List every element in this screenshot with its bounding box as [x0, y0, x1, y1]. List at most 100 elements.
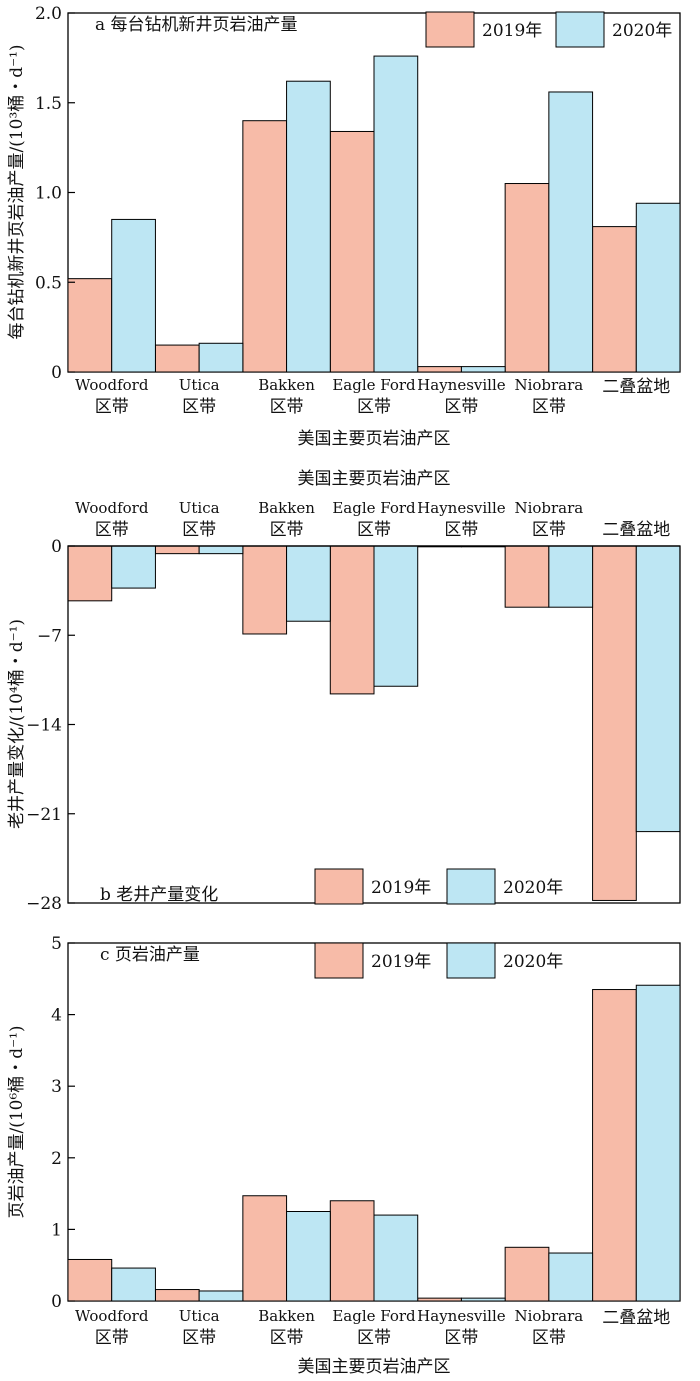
panel-a-category-label-4: Haynesville	[417, 376, 506, 394]
panel-a-bar-2019-2	[242, 120, 288, 373]
panel-a-bar-2019-3	[329, 130, 375, 373]
panel-c-legend: 2019年 2020年	[314, 942, 563, 979]
panel-c-y-tick-label-1: 1	[51, 1220, 62, 1240]
panel-c-legend-swatch-2019	[314, 942, 364, 979]
panel-a-y-tick-label-1: 0.5	[35, 273, 62, 293]
panel-b-bar-2020-5	[548, 545, 594, 608]
panel-a-category-sublabel-5: 区带	[532, 397, 566, 417]
panel-b-legend: 2019年 2020年	[314, 868, 563, 905]
panel-b-category-label-4: Haynesville	[417, 499, 506, 517]
panel-c-y-tick-label-5: 5	[51, 934, 62, 954]
panel-b-y-tick-label-3: −21	[26, 805, 62, 825]
panel-c-bar-2020-6	[635, 984, 681, 1302]
panel-a-category-label-1: Utica	[179, 376, 220, 394]
panel-c-category-sublabel-3: 区带	[357, 1328, 391, 1348]
panel-c-title: c 页岩油产量	[100, 945, 200, 965]
panel-a-bar-2019-0	[67, 278, 113, 373]
panel-a-category-labels: Woodford 区带 Utica 区带 Bakken 区带 Eagle Ford 区带 Hay…	[75, 376, 670, 417]
panel-a-y-tick-label-3: 1.5	[35, 94, 62, 114]
panel-b-category-sublabel-0: 区带	[95, 520, 129, 540]
panel-c-category-label-0: Woodford	[75, 1307, 149, 1325]
panel-c-legend-label-2020: 2020年	[503, 952, 563, 972]
panel-a-y-ticks: 0 0.5 1.0 1.5 2.0	[35, 4, 75, 383]
panel-b-y-tick-label-1: −7	[37, 626, 62, 646]
panel-b-title: b 老井产量变化	[100, 885, 218, 905]
panel-a-bar-2020-2	[286, 80, 331, 373]
panel-c-bar-2019-2	[242, 1195, 288, 1302]
panel-c-bar-2020-1	[198, 1290, 244, 1302]
panel-b-bar-2019-2	[242, 545, 288, 635]
panel-a-legend-swatch-2019	[425, 11, 475, 48]
panel-b-category-sublabel-1: 区带	[182, 520, 216, 540]
panel-c-category-labels: Woodford 区带 Utica 区带 Bakken 区带 Eagle Ford 区带 Hay…	[75, 1307, 670, 1348]
panel-c-bar-2019-5	[504, 1246, 550, 1302]
panel-c-category-label-2: Bakken	[258, 1307, 315, 1325]
panel-c-category-label-3: Eagle Ford	[332, 1307, 416, 1325]
panel-a-bar-2019-4	[417, 366, 462, 373]
panel-b-category-sublabel-5: 区带	[532, 520, 566, 540]
panel-c-x-axis-label: 美国主要页岩油产区	[298, 1357, 451, 1377]
panel-b-y-tick-label-4: −28	[26, 894, 62, 914]
panel-b-y-tick-label-2: −14	[26, 716, 62, 736]
panel-b-category-label-1: Utica	[179, 499, 220, 517]
panel-b-category-sublabel-4: 区带	[444, 520, 478, 540]
panel-a-category-sublabel-2: 区带	[270, 397, 304, 417]
panel-b-bar-2019-6	[592, 545, 637, 901]
panel-b-category-label-5: Niobrara	[514, 499, 583, 517]
panel-b-category-label-2: Bakken	[258, 499, 315, 517]
panel-a-chart: 0 0.5 1.0 1.5 2.0 Woodford 区带 Utica 区带 Bakken 区带 E…	[7, 4, 681, 449]
panel-c-bar-2020-5	[548, 1252, 594, 1302]
panel-a-category-label-3: Eagle Ford	[332, 376, 416, 394]
panel-a-bar-2020-5	[548, 91, 594, 373]
panel-a-legend: 2019年 2020年	[425, 11, 672, 48]
panel-a-category-sublabel-1: 区带	[182, 397, 216, 417]
panel-b-y-axis-label: 老井产量变化/(10⁴桶・d⁻¹)	[7, 619, 27, 829]
panel-c-y-tick-label-4: 4	[51, 1006, 62, 1026]
panel-a-bars	[67, 55, 681, 373]
panel-c-bar-2019-3	[329, 1200, 375, 1302]
panel-b-chart: 美国主要页岩油产区 Woodford 区带 Utica 区带 Bakken 区带 Eagle…	[7, 469, 681, 914]
panel-c-category-sublabel-0: 区带	[95, 1328, 129, 1348]
panel-a-legend-label-2019: 2019年	[482, 21, 542, 41]
panel-c-category-label-1: Utica	[179, 1307, 220, 1325]
panel-c-category-sublabel-1: 区带	[182, 1328, 216, 1348]
panel-a-bar-2019-5	[504, 183, 550, 373]
panel-a-category-label-2: Bakken	[258, 376, 315, 394]
panel-c-bar-2019-6	[592, 989, 637, 1302]
panel-c-bar-2019-4	[417, 1297, 462, 1302]
panel-c-y-tick-label-3: 3	[51, 1077, 62, 1097]
panel-c-legend-label-2019: 2019年	[371, 952, 431, 972]
panel-c-category-label-6: 二叠盆地	[602, 1308, 670, 1328]
panel-c-bar-2019-0	[67, 1258, 113, 1302]
panel-a-title: a 每台钻机新井页岩油产量	[95, 15, 298, 35]
panel-b-category-label-3: Eagle Ford	[332, 499, 416, 517]
panel-a-bar-2020-6	[635, 202, 681, 373]
panel-c-y-axis-label: 页岩油产量/(10⁶桶・d⁻¹)	[7, 1025, 27, 1218]
panel-c-category-label-5: Niobrara	[514, 1307, 583, 1325]
panel-a-x-axis-label: 美国主要页岩油产区	[298, 429, 451, 449]
panel-a-category-sublabel-3: 区带	[357, 397, 391, 417]
panel-b-bar-2020-0	[111, 545, 156, 589]
panel-a-category-label-5: Niobrara	[514, 376, 583, 394]
panel-b-category-sublabel-3: 区带	[357, 520, 391, 540]
panel-b-bar-2020-3	[373, 545, 419, 687]
panel-b-y-tick-label-0: 0	[51, 537, 62, 557]
panel-c-bar-2020-0	[111, 1267, 156, 1302]
panel-a-y-axis-label: 每台钻机新井页岩油产量/(10³桶・d⁻¹)	[7, 44, 27, 339]
panel-b-bars	[67, 545, 681, 901]
panel-b-bar-2020-6	[635, 545, 681, 833]
panel-b-bar-2019-1	[154, 545, 200, 555]
panel-b-y-ticks: 0 −7 −14 −21 −28	[26, 537, 75, 914]
panel-b-category-sublabel-2: 区带	[270, 520, 304, 540]
panel-a-category-label-6: 二叠盆地	[602, 377, 670, 397]
panel-c-category-label-4: Haynesville	[417, 1307, 506, 1325]
panel-a-bar-2020-3	[373, 55, 419, 373]
panel-b-category-label-6: 二叠盆地	[602, 520, 670, 540]
panel-c-y-tick-label-0: 0	[51, 1292, 62, 1312]
panel-a-bar-2020-0	[111, 218, 156, 373]
panel-a-category-label-0: Woodford	[75, 376, 149, 394]
panel-a-legend-swatch-2020	[555, 11, 605, 48]
panel-c-category-sublabel-4: 区带	[444, 1328, 478, 1348]
panel-b-x-axis-label: 美国主要页岩油产区	[298, 469, 451, 489]
panel-c-chart: 0 1 2 3 4 5 Woodford 区带 Utica 区带 Bakken 区带 Eagle Fo…	[7, 934, 681, 1377]
